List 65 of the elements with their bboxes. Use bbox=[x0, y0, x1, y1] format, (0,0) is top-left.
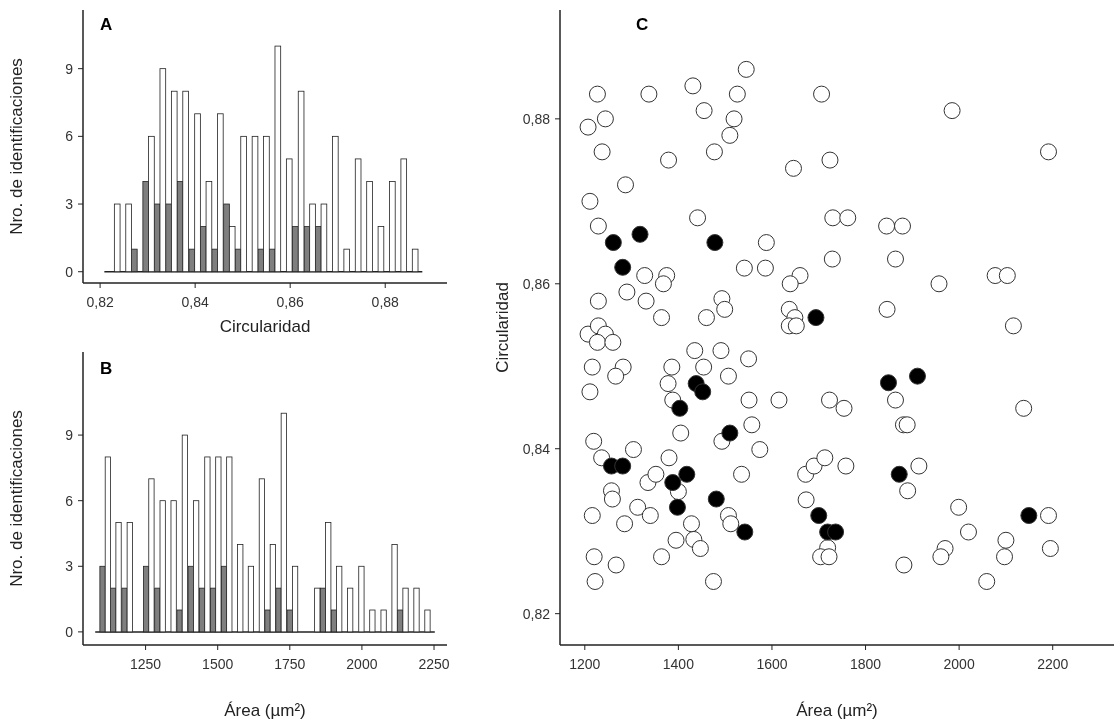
y-tick-label: 6 bbox=[65, 128, 74, 145]
x-tick-label: 1200 bbox=[569, 656, 601, 672]
point bbox=[614, 457, 632, 475]
point bbox=[678, 465, 696, 483]
point bbox=[827, 523, 845, 541]
x-tick-label: 1600 bbox=[756, 656, 788, 672]
point bbox=[604, 234, 622, 252]
chart-title: A bbox=[100, 15, 113, 34]
bar bbox=[325, 522, 332, 633]
bar bbox=[170, 90, 178, 273]
x-axis-title: Área (µm²) bbox=[224, 701, 306, 720]
x-tick-label: 1250 bbox=[130, 656, 162, 672]
point bbox=[631, 225, 649, 243]
point bbox=[890, 465, 908, 483]
bar bbox=[309, 203, 316, 273]
x-tick-label: 0,88 bbox=[371, 294, 400, 310]
y-tick-label: 0,84 bbox=[522, 440, 551, 457]
x-tick-label: 2250 bbox=[418, 656, 450, 672]
chart-title: B bbox=[100, 359, 113, 378]
y-tick-label: 0 bbox=[65, 263, 74, 280]
x-tick-label: 1500 bbox=[202, 656, 234, 672]
x-axis-title: Área (µm²) bbox=[796, 701, 878, 720]
point bbox=[736, 523, 754, 541]
point bbox=[664, 474, 682, 492]
x-tick-label: 1400 bbox=[662, 656, 695, 672]
y-tick-label: 3 bbox=[65, 558, 74, 575]
bar bbox=[115, 522, 122, 633]
y-tick-label: 0,82 bbox=[522, 605, 551, 622]
x-tick-label: 0,86 bbox=[276, 294, 305, 310]
bar bbox=[159, 68, 167, 273]
x-tick-label: 0,82 bbox=[86, 294, 114, 310]
x-tick-label: 2200 bbox=[1037, 656, 1069, 672]
x-tick-label: 0,84 bbox=[181, 294, 209, 310]
y-axis-title: Nro. de identificaciones bbox=[7, 410, 26, 587]
point bbox=[721, 424, 739, 442]
point bbox=[668, 498, 686, 516]
x-axis-title: Circularidad bbox=[219, 317, 311, 336]
y-tick-label: 0,88 bbox=[522, 110, 551, 127]
point bbox=[807, 309, 825, 327]
point bbox=[810, 507, 828, 525]
bar bbox=[215, 456, 222, 633]
point bbox=[707, 490, 725, 508]
y-tick-label: 6 bbox=[65, 492, 74, 509]
chart-title: C bbox=[636, 15, 649, 34]
point bbox=[671, 399, 689, 417]
x-tick-label: 1750 bbox=[274, 656, 306, 672]
bar bbox=[297, 90, 305, 273]
point bbox=[614, 258, 632, 276]
y-axis-title: Nro. de identificaciones bbox=[7, 58, 26, 235]
point bbox=[879, 374, 897, 392]
y-tick-label: 3 bbox=[65, 196, 74, 213]
point bbox=[908, 367, 926, 385]
x-tick-label: 2000 bbox=[943, 656, 975, 672]
y-tick-label: 0,86 bbox=[522, 275, 551, 292]
x-tick-label: 1800 bbox=[849, 656, 882, 672]
point bbox=[694, 383, 712, 401]
bar bbox=[205, 181, 213, 273]
x-tick-label: 2000 bbox=[346, 656, 378, 672]
point bbox=[1020, 507, 1038, 525]
bar bbox=[263, 135, 270, 273]
point bbox=[706, 234, 724, 252]
y-tick-label: 9 bbox=[65, 60, 74, 77]
y-tick-label: 9 bbox=[65, 427, 74, 444]
y-tick-label: 0 bbox=[65, 623, 74, 640]
y-axis-title: Circularidad bbox=[493, 282, 512, 373]
